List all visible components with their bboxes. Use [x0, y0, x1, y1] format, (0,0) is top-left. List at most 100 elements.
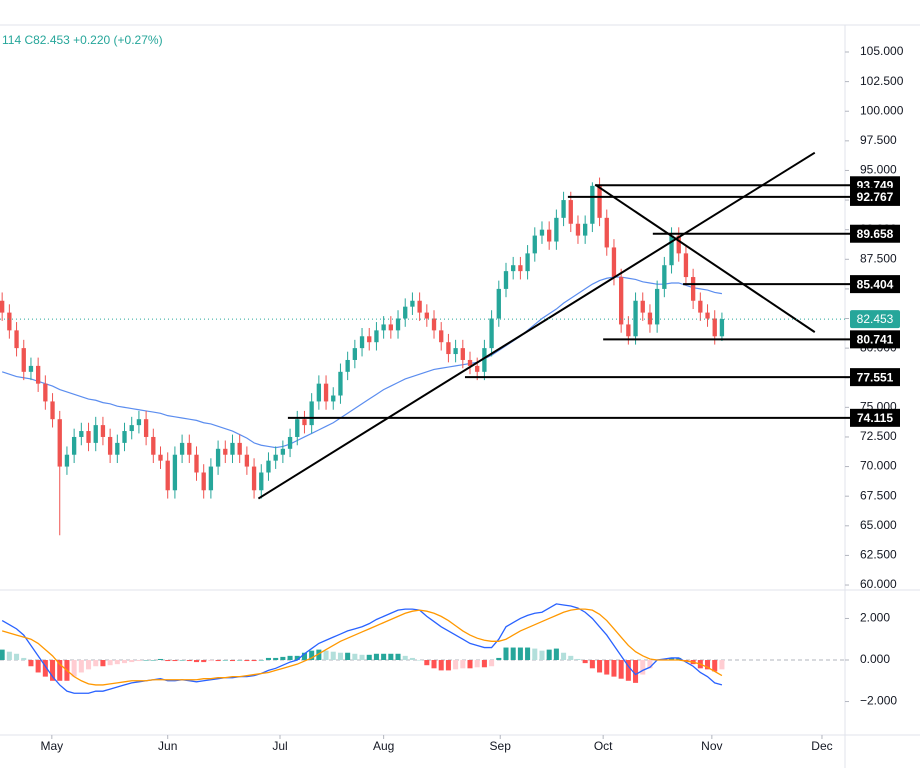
histogram-bar	[417, 660, 423, 661]
histogram-bar	[179, 660, 185, 661]
candle-body	[194, 454, 199, 473]
candle-body	[7, 312, 12, 331]
candle-body	[280, 448, 286, 455]
histogram-bar	[431, 660, 437, 669]
trend-line	[257, 151, 816, 500]
y-tick-label: 102.500	[860, 74, 904, 88]
candle-body	[439, 330, 444, 343]
histogram-bar	[647, 660, 653, 669]
candle-body	[64, 454, 70, 467]
level-label: 92.767	[857, 190, 894, 204]
histogram-bar	[445, 660, 451, 671]
histogram-bar	[561, 652, 567, 661]
histogram-bar	[345, 652, 351, 661]
histogram-bar	[50, 660, 56, 681]
y-tick-label: 105.000	[860, 44, 904, 58]
histogram-bar	[78, 660, 84, 673]
candle-body	[705, 312, 710, 319]
candle-body	[575, 223, 581, 236]
histogram-bar	[409, 657, 415, 661]
candle-body	[547, 229, 552, 242]
candle-body	[518, 265, 523, 272]
candle-body	[259, 472, 264, 491]
candle-body	[129, 425, 134, 432]
candle-body	[28, 365, 34, 372]
candle-body	[338, 371, 343, 396]
x-tick-label: Sep	[490, 739, 512, 753]
candle-body	[50, 401, 55, 420]
histogram-bar	[633, 660, 639, 683]
candle-body	[431, 318, 437, 331]
histogram-bar	[388, 653, 394, 661]
histogram-bar	[589, 660, 595, 669]
histogram-bar	[14, 653, 20, 661]
level-box	[850, 368, 900, 387]
histogram-bar	[539, 650, 545, 661]
histogram-bar	[136, 660, 142, 662]
x-tick-label: Dec	[811, 739, 832, 753]
candle-body	[597, 185, 602, 218]
level-box	[850, 408, 900, 427]
level-box	[850, 275, 900, 294]
histogram-bar	[618, 660, 624, 679]
histogram-bar	[712, 660, 718, 672]
candle-body	[561, 200, 566, 218]
y-tick-label: 65.000	[860, 518, 897, 532]
candle-body	[208, 466, 214, 491]
last-price-box	[850, 310, 900, 329]
candle-body	[79, 431, 84, 437]
histogram-bar	[251, 660, 257, 662]
y-tick-label: 70.000	[860, 459, 897, 473]
candle-body	[417, 300, 422, 313]
candle-body	[475, 365, 480, 372]
candle-body	[71, 436, 77, 455]
y-tick-label: 95.000	[860, 163, 897, 177]
histogram-bar	[373, 653, 379, 661]
y-tick-label: 97.500	[860, 133, 897, 147]
candle-body	[554, 217, 559, 242]
candle-body	[690, 277, 696, 301]
histogram-bar	[489, 660, 495, 667]
candle-body	[223, 448, 228, 455]
candle-body	[122, 431, 127, 443]
histogram-bar	[28, 660, 34, 667]
moving-average	[1, 276, 723, 449]
candle-body	[489, 318, 494, 349]
candle-body	[640, 300, 645, 313]
x-tick-label: Jul	[272, 739, 287, 753]
trend-line	[594, 183, 816, 333]
level-label: 85.404	[857, 277, 894, 291]
candle-body	[669, 235, 674, 266]
histogram-bar	[165, 660, 171, 662]
histogram-bar	[107, 660, 113, 666]
histogram-bar	[719, 660, 725, 670]
histogram-bar	[157, 658, 164, 661]
histogram-bar	[510, 647, 516, 661]
histogram-bar	[143, 660, 149, 661]
histogram-bar	[611, 660, 617, 677]
histogram-bar	[640, 660, 646, 675]
histogram-bar	[546, 649, 552, 661]
candle-body	[201, 472, 206, 491]
candle-body	[388, 324, 393, 331]
candle-body	[352, 348, 358, 360]
histogram-bar	[402, 655, 408, 661]
candle-body	[215, 448, 221, 467]
histogram-bar	[0, 649, 5, 661]
y-tick-label: 60.000	[860, 577, 897, 591]
candle-body	[719, 319, 725, 337]
histogram-bar	[21, 657, 27, 661]
macd-line	[1, 603, 723, 694]
candle-body	[698, 300, 703, 313]
histogram-bar	[42, 660, 48, 677]
histogram-bar	[258, 660, 264, 661]
histogram-bar	[532, 648, 538, 661]
candle-body	[424, 312, 429, 319]
candle-body	[532, 235, 537, 254]
histogram-bar	[503, 647, 509, 661]
histogram-bar	[6, 651, 12, 661]
histogram-bar	[273, 657, 279, 661]
histogram-bar	[582, 660, 588, 664]
candle-body	[611, 247, 617, 278]
candle-body	[511, 265, 516, 272]
